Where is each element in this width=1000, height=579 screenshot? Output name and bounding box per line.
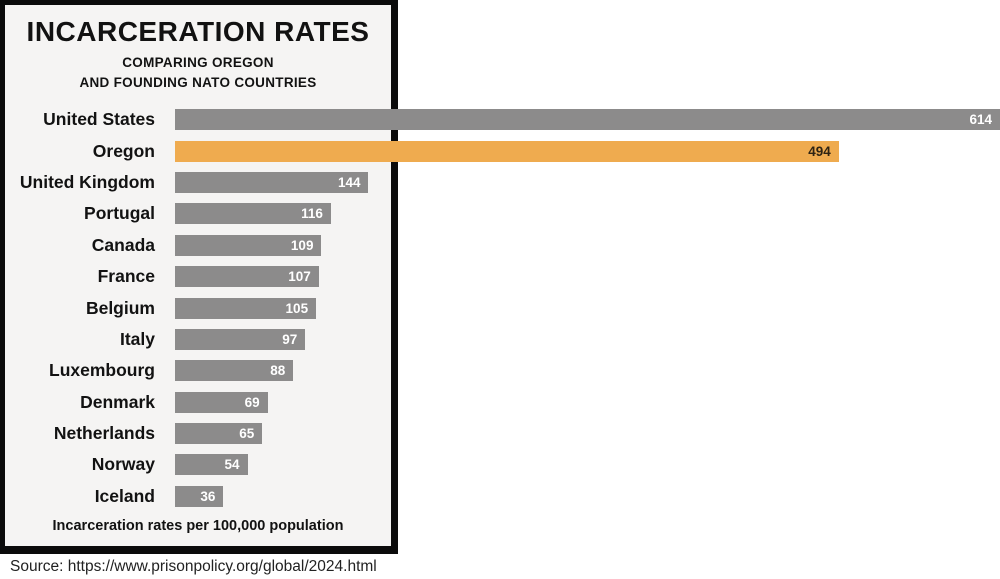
category-label: United Kingdom — [19, 171, 155, 192]
chart-subtitle-line-2: AND FOUNDING NATO COUNTRIES — [79, 74, 317, 90]
bar: 105 — [175, 297, 317, 319]
category-label: Italy — [119, 328, 155, 349]
chart-row: Belgium 105 — [0, 292, 1000, 323]
bar-value: 36 — [200, 488, 216, 504]
chart-row: Luxembourg 88 — [0, 355, 1000, 386]
source-text: Source: https://www.prisonpolicy.org/glo… — [10, 558, 377, 575]
chart-row: Netherlands 65 — [0, 418, 1000, 449]
chart-row: United Kingdom 144 — [0, 167, 1000, 198]
bar-value: 65 — [239, 426, 255, 442]
category-label: Oregon — [92, 140, 155, 161]
chart-row: Italy 97 — [0, 324, 1000, 355]
chart-row: France 107 — [0, 261, 1000, 292]
bar-value: 54 — [224, 457, 240, 473]
chart-row: Canada 109 — [0, 230, 1000, 261]
chart-row: Oregon 494 — [0, 135, 1000, 166]
category-label: United States — [43, 109, 155, 130]
bar: 88 — [175, 360, 294, 382]
category-label: Luxembourg — [49, 360, 155, 381]
category-label: Norway — [91, 454, 155, 475]
bar: 614 — [175, 109, 1000, 131]
bar-value: 494 — [808, 143, 831, 159]
bar-value: 107 — [288, 269, 311, 285]
category-label: Netherlands — [53, 423, 155, 444]
bar: 116 — [175, 203, 331, 225]
chart-title: INCARCERATION RATES — [26, 16, 370, 47]
chart-row: Portugal 116 — [0, 198, 1000, 229]
chart-row: Iceland 36 — [0, 481, 1000, 512]
chart-row: Norway 54 — [0, 449, 1000, 480]
bar-value: 97 — [282, 331, 298, 347]
bar-value: 105 — [285, 300, 309, 316]
bar: 54 — [175, 454, 248, 476]
bar-value: 88 — [270, 363, 286, 379]
chart-row: Denmark 69 — [0, 387, 1000, 418]
bar-value: 116 — [301, 206, 323, 222]
bar: 107 — [175, 266, 319, 288]
chart-row: United States 614 — [0, 104, 1000, 135]
bar-value: 144 — [337, 174, 361, 190]
category-label: Canada — [91, 234, 155, 255]
bar: 109 — [175, 234, 322, 256]
bar-value: 614 — [969, 112, 992, 128]
bar: 36 — [175, 485, 224, 507]
chart-subtitle-line-1: COMPARING OREGON — [122, 55, 274, 70]
chart-subtitle: COMPARING OREGON AND FOUNDING NATO COUNT… — [5, 53, 391, 92]
bar-chart: United States 614 Oregon 494 United Kingdom 1… — [0, 104, 1000, 512]
bar-highlight: 494 — [175, 140, 839, 162]
category-label: Denmark — [80, 391, 155, 412]
category-label: Iceland — [94, 485, 155, 506]
bar: 65 — [175, 423, 263, 445]
bar: 144 — [175, 171, 369, 193]
bar-value: 69 — [244, 394, 260, 410]
bar: 69 — [175, 391, 268, 413]
category-label: France — [97, 266, 155, 287]
axis-caption: Incarceration rates per 100,000 populati… — [52, 518, 344, 534]
category-label: Belgium — [85, 297, 155, 318]
bar: 97 — [175, 328, 306, 350]
category-label: Portugal — [84, 203, 155, 224]
bar-value: 109 — [290, 237, 314, 253]
